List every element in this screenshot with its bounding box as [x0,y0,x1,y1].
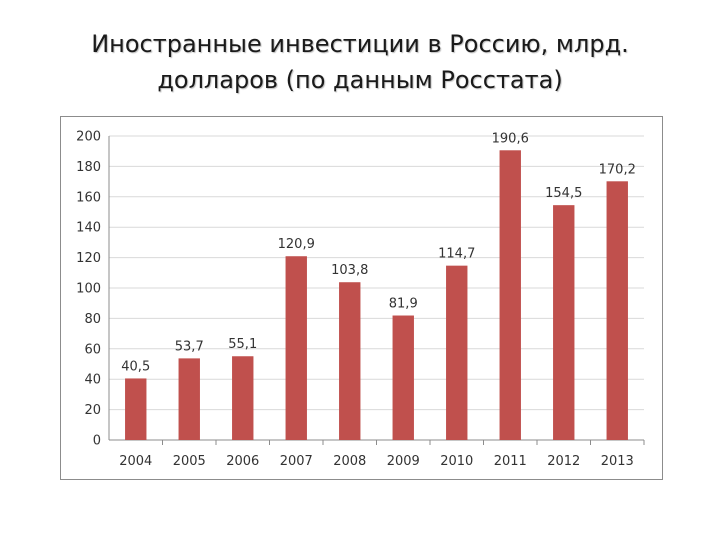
y-tick-label-40: 40 [84,373,101,388]
bar-2005 [178,358,200,440]
data-label-2009: 81,9 [389,297,418,312]
bar-2008 [339,282,361,440]
x-tick-label-2009: 2009 [387,454,420,469]
y-tick-label-60: 60 [84,342,101,357]
bar-2009 [392,315,414,440]
y-tick-label-0: 0 [93,434,101,449]
data-label-2007: 120,9 [278,237,315,252]
bar-2012 [553,205,575,440]
x-tick-label-2004: 2004 [119,454,152,469]
y-tick-label-80: 80 [84,312,101,327]
x-tick-label-2012: 2012 [547,454,580,469]
data-label-2006: 55,1 [228,337,257,352]
data-label-2004: 40,5 [121,359,150,374]
data-label-2012: 154,5 [545,186,582,201]
data-label-2013: 170,2 [599,162,636,177]
y-tick-label-180: 180 [76,160,101,175]
data-label-2005: 53,7 [175,339,204,354]
x-tick-label-2006: 2006 [226,454,259,469]
data-label-2011: 190,6 [492,131,529,146]
page-title: Иностранные инвестиции в Россию, млрд. д… [40,26,680,98]
title-line-2: долларов (по данным Росстата) [157,66,563,94]
chart-frame: 0 20 40 60 80 100 120 140 160 180 200 40,5 2004 53,7 2… [60,116,663,480]
title-line-1: Иностранные инвестиции в Россию, млрд. [91,30,629,58]
x-tick-label-2013: 2013 [601,454,634,469]
data-label-2010: 114,7 [438,247,475,262]
bar-2011 [499,150,521,440]
bar-2004 [125,378,147,440]
y-tick-label-200: 200 [76,130,101,145]
bar-2006 [232,356,254,440]
y-tick-label-160: 160 [76,190,101,205]
x-tick-label-2007: 2007 [280,454,313,469]
x-tick-label-2008: 2008 [333,454,366,469]
y-tick-label-20: 20 [84,403,101,418]
x-tick-label-2010: 2010 [440,454,473,469]
y-tick-label-140: 140 [76,221,101,236]
y-tick-label-120: 120 [76,251,101,266]
bar-2007 [285,256,307,440]
bar-2013 [606,181,628,440]
x-tick-label-2005: 2005 [173,454,206,469]
data-label-2008: 103,8 [331,263,368,278]
bar-chart: 0 20 40 60 80 100 120 140 160 180 200 40,5 2004 53,7 2… [76,130,645,469]
bar-2010 [446,265,468,440]
y-tick-label-100: 100 [76,282,101,297]
x-tick-label-2011: 2011 [494,454,527,469]
